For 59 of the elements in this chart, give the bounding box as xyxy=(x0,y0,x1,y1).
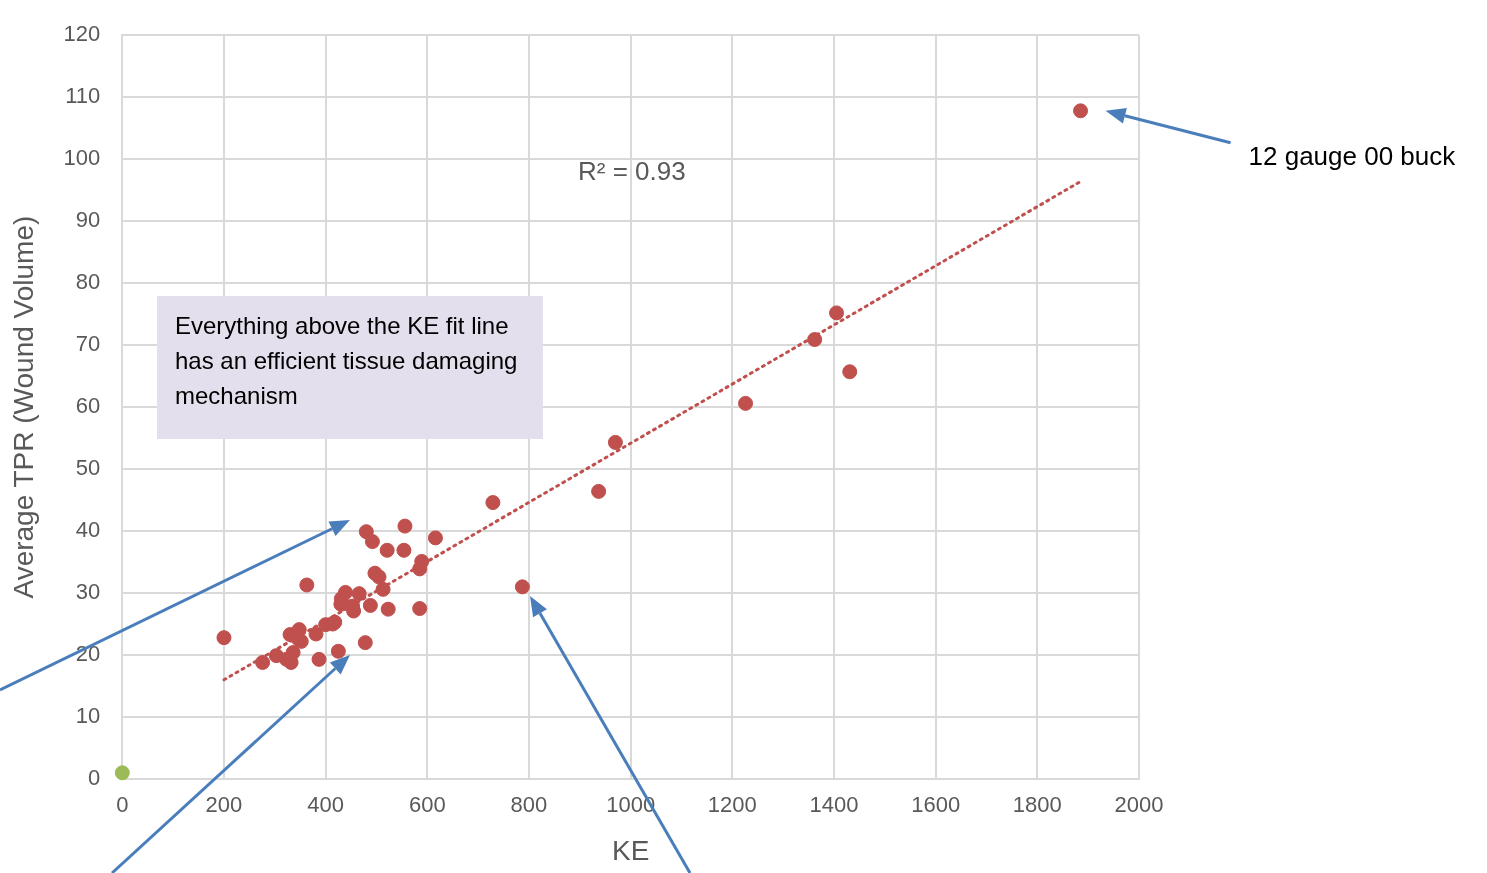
point xyxy=(412,601,428,617)
y-tick-label: 100 xyxy=(63,145,101,171)
x-tick-label: 200 xyxy=(205,792,243,818)
x-tick-label: 1200 xyxy=(707,792,757,818)
point xyxy=(829,305,845,321)
point xyxy=(311,651,327,667)
point xyxy=(842,364,858,380)
text: 12 gauge 00 buck xyxy=(1248,140,1456,172)
point xyxy=(738,395,754,411)
x-tick-label: 2000 xyxy=(1114,792,1164,818)
point xyxy=(485,495,501,511)
point xyxy=(330,643,346,659)
y-tick-label: 70 xyxy=(75,331,101,357)
x-tick-label: 1800 xyxy=(1012,792,1062,818)
point xyxy=(299,577,315,593)
point xyxy=(351,586,367,602)
point xyxy=(397,518,413,534)
point xyxy=(255,654,271,670)
point xyxy=(591,483,607,499)
point xyxy=(607,434,623,450)
x-tick-label: 1600 xyxy=(911,792,961,818)
y-tick-label: 20 xyxy=(75,641,101,667)
annotation: R² = 0.93 xyxy=(578,156,686,187)
y-tick-label: 60 xyxy=(75,393,101,419)
point xyxy=(379,542,395,558)
point xyxy=(375,581,391,597)
point xyxy=(364,534,380,550)
x-tick-label: 600 xyxy=(408,792,446,818)
point xyxy=(308,626,324,642)
y-tick-label: 50 xyxy=(75,455,101,481)
x-tick-label: 800 xyxy=(510,792,548,818)
point xyxy=(396,542,412,558)
point xyxy=(807,332,823,348)
y-tick-label: 0 xyxy=(88,765,101,791)
point xyxy=(427,530,443,546)
x-tick-label: 0 xyxy=(116,792,129,818)
y-tick-label: 110 xyxy=(65,83,101,109)
y-tick-label: 80 xyxy=(75,269,101,295)
point xyxy=(380,601,396,617)
annotation: Everything above the KE fit line has an efficient tissue damaging mechanism xyxy=(157,296,543,439)
y-tick-label: 40 xyxy=(75,517,101,543)
point xyxy=(362,597,378,613)
point xyxy=(285,645,301,661)
y-tick-label: 10 xyxy=(75,703,101,729)
x-axis-title: KE xyxy=(611,834,650,866)
point xyxy=(114,765,130,781)
point xyxy=(357,635,373,651)
point xyxy=(1073,103,1089,119)
x-tick-label: 1400 xyxy=(809,792,859,818)
y-tick-label: 120 xyxy=(63,21,101,47)
y-axis-title: Average TPR (Wound Volume) xyxy=(7,215,39,599)
x-tick-label: 400 xyxy=(307,792,344,818)
point xyxy=(514,579,530,595)
point xyxy=(216,630,232,646)
point xyxy=(414,553,430,569)
y-tick-label: 30 xyxy=(75,579,101,605)
point xyxy=(371,569,387,585)
point xyxy=(337,584,353,600)
y-tick-label: 90 xyxy=(75,207,101,233)
